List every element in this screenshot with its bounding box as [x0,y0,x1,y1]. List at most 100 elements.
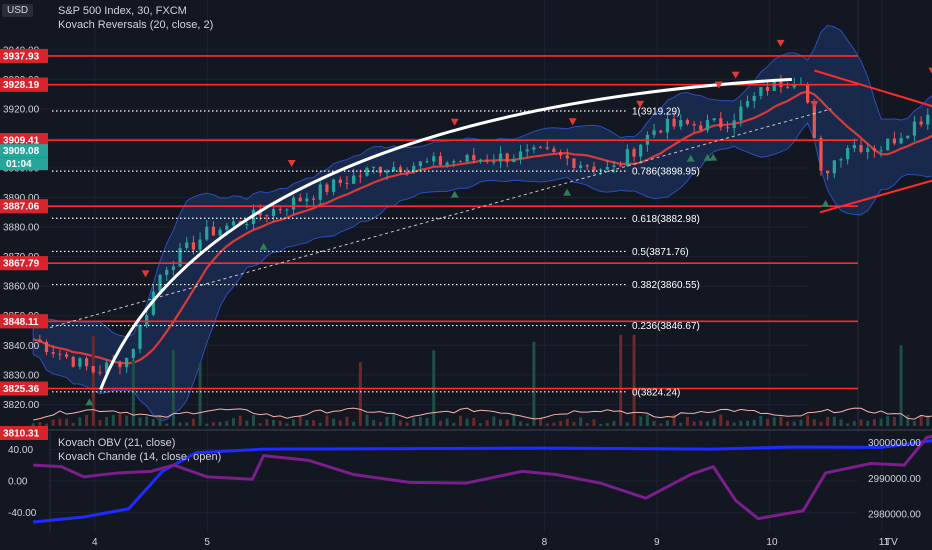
candle-body [178,248,182,267]
volume-bar [258,423,262,426]
candle-body [639,144,643,157]
candle-body [225,225,229,230]
candle-body [311,198,316,200]
volume-bar [832,416,836,426]
volume-bar [111,414,115,426]
candle-body [552,148,556,153]
candle-body [879,150,883,152]
volume-bar [131,359,135,426]
volume-bar [65,418,69,426]
volume-bar [772,417,776,426]
sell-marker [141,270,150,278]
volume-bar [418,416,422,426]
candle-body [472,155,476,161]
candle-body [385,171,389,173]
candle-body [58,353,62,355]
candle-body [492,161,496,163]
level-label: 3825.36 [3,384,40,395]
volume-bar [405,422,409,426]
volume-bar [919,414,923,426]
volume-bar [38,422,42,426]
candle-body [458,161,463,163]
candle-body [432,156,436,162]
chande-line [33,434,932,521]
sell-marker [450,118,459,126]
triangle-upper-line [814,69,932,108]
volume-bar [752,419,756,426]
volume-bar [786,421,790,426]
volume-bar [358,362,362,426]
candle-body [298,197,302,202]
volume-bar [71,422,75,426]
candle-body [332,179,336,192]
candle-body [572,158,576,168]
indicator-label[interactable]: Kovach Reversals (20, close, 2) [58,19,214,31]
volume-bar [625,422,629,426]
candle-body [532,147,536,150]
volume-bar [592,419,596,426]
candle-body [792,84,796,88]
volume-bar [679,422,683,426]
candle-body [512,159,516,162]
sell-marker [776,39,785,47]
candle-body [305,198,309,202]
volume-bar [211,422,215,426]
obv-indicator-label[interactable]: Kovach OBV (21, close) [58,437,176,449]
y-tick-label: 3860.00 [3,282,40,293]
currency-badge[interactable]: USD [2,4,34,17]
candle-body [565,155,569,159]
x-tick-label: 9 [654,537,660,548]
volume-bar [519,421,523,426]
candle-body [498,153,503,162]
candle-body [478,159,483,161]
level-label: 3937.93 [3,51,40,62]
obv-axis-label: 2980000.00 [868,510,921,521]
candle-body [91,366,95,373]
volume-bar [78,417,82,426]
volume-bar [218,421,222,426]
candle-body [358,175,362,177]
volume-bar [766,418,770,426]
candle-body [452,161,456,163]
volume-bar [659,423,663,426]
volume-bar [639,416,643,426]
candle-body [585,165,589,167]
volume-bar [31,423,35,426]
volume-bar [272,419,276,426]
chande-indicator-label[interactable]: Kovach Chande (14, close, open) [58,451,222,463]
level-label: 3867.79 [3,259,40,270]
fib-level-label: 0.5(3871.76) [632,247,689,258]
candle-body [912,121,917,136]
level-label: 3928.19 [3,80,40,91]
candle-body [899,138,903,144]
candle-body [872,148,876,151]
chart-title: S&P 500 Index, 30, FXCM [58,5,187,17]
volume-bar [58,418,62,426]
volume-bar [285,423,289,426]
x-tick-label: 11 [879,537,890,548]
candle-body [218,229,222,236]
level-tag [0,256,48,271]
candle-body [819,138,823,171]
candle-body [765,87,770,91]
candle-body [725,127,730,129]
level-label: 3909.41 [3,136,40,147]
x-tick-label: 10 [766,537,778,548]
candle-body [739,106,743,121]
volume-bar [725,420,729,426]
volume-bar [692,421,696,426]
candle-body [398,167,402,172]
candle-body [852,145,856,149]
sell-marker [731,71,740,79]
candle-body [412,165,416,172]
candle-body [325,184,329,192]
volume-bar [205,423,209,426]
volume-bar [91,336,95,426]
buy-marker [821,199,830,207]
volume-bar [472,417,476,426]
candle-body [592,166,596,171]
candle-body [538,147,543,149]
candle-body [625,149,629,166]
volume-bar [305,419,309,426]
